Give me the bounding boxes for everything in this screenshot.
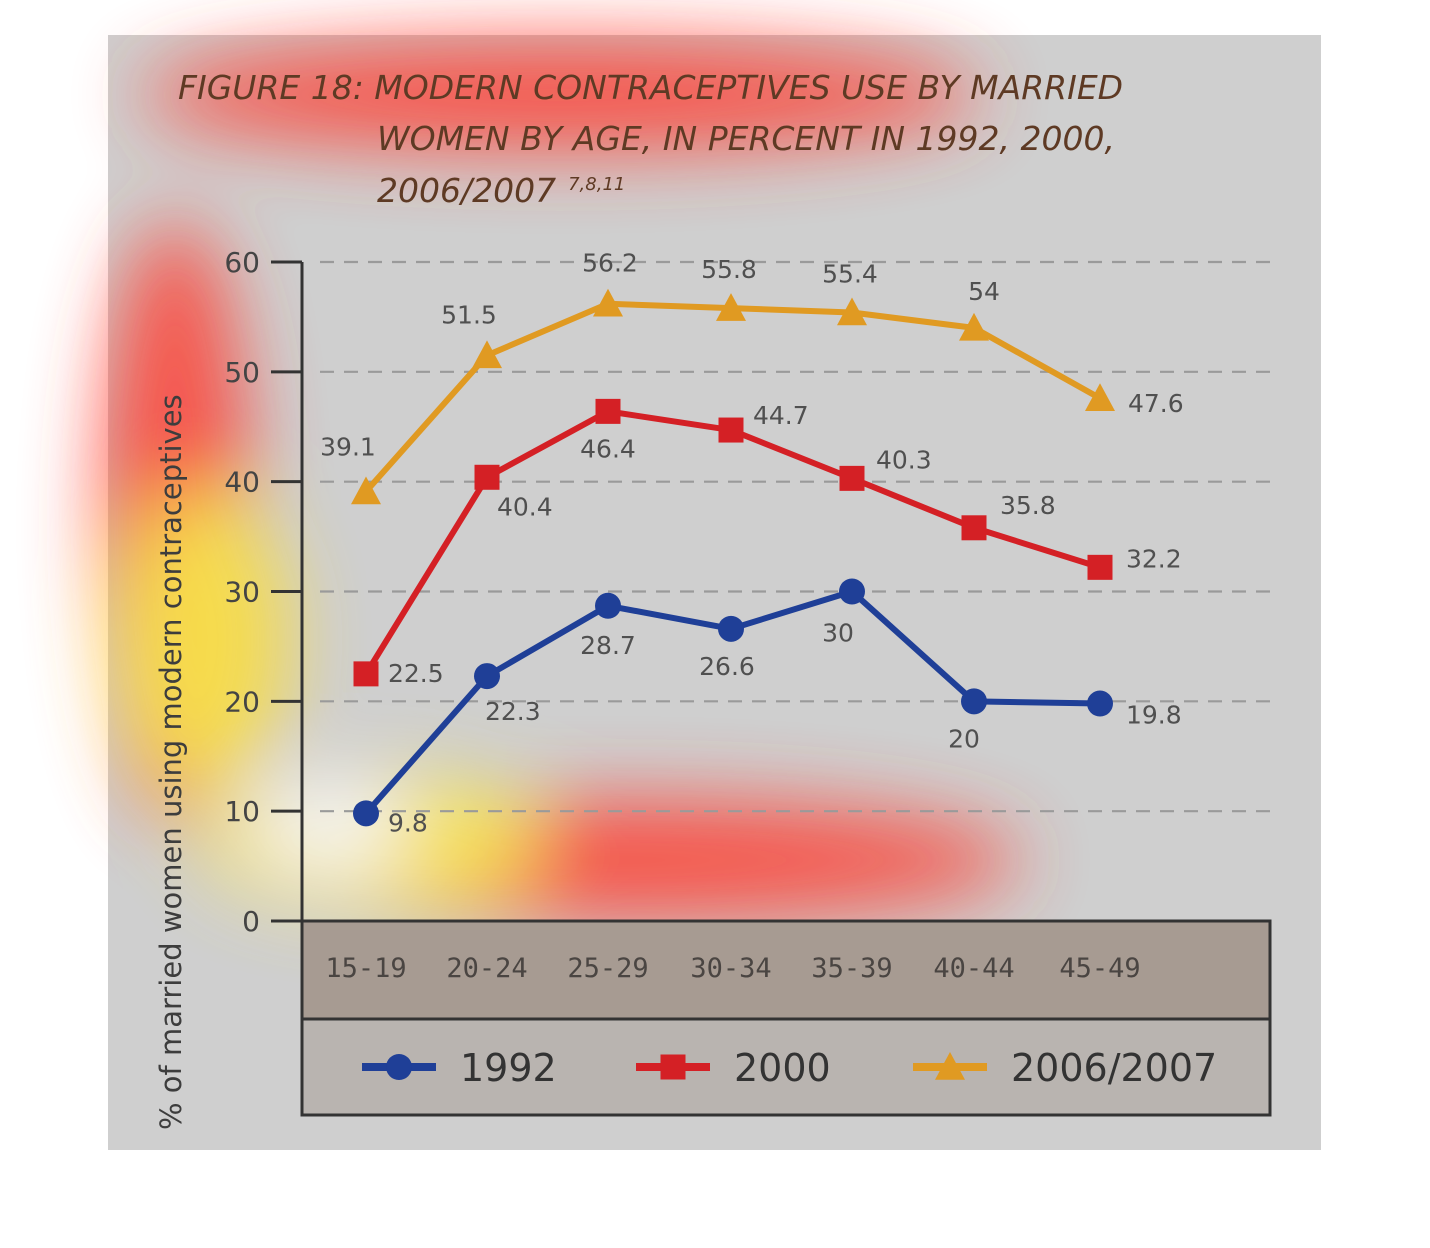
y-tick-label-50: 50 [224,356,260,389]
chart-title-superscript: 7,8,11 [568,174,625,195]
data-label-1992-40-44: 20 [948,724,980,753]
data-point-2000-40-44 [961,515,987,541]
legend: 1992 2000 2006/2007 [300,1017,1272,1117]
chart-title: FIGURE 18: MODERN CONTRACEPTIVES USE BY … [178,68,1123,210]
data-label-2006-2007-15-19: 39.1 [320,433,376,462]
x-tick-label-45-49: 45-49 [1059,953,1140,984]
y-tick-label-30: 30 [224,576,260,609]
data-point-2000-25-29 [595,398,621,424]
y-tick-label-60: 60 [224,246,260,279]
chart-title-line-1: FIGURE 18: MODERN CONTRACEPTIVES USE BY … [178,68,1123,107]
chart-title-line-2: WOMEN BY AGE, IN PERCENT IN 1992, 2000, [377,119,1115,158]
data-label-2006-2007-35-39: 55.4 [822,260,878,289]
data-point-1992-20-24 [474,663,500,690]
chart-title-line-3-text: 2006/2007 [377,171,556,210]
data-label-2006-2007-25-29: 56.2 [582,249,638,278]
data-point-1992-35-39 [839,578,865,605]
data-label-1992-25-29: 28.7 [580,631,636,660]
data-point-2000-30-34 [718,417,744,443]
data-series: 9.8 22.3 28.7 26.6 30 20 19.8 22.5 40.4 46.4 44.7 4… [320,249,1184,838]
x-tick-label-40-44: 40-44 [933,953,1014,984]
y-tick-label-20: 20 [224,685,260,718]
data-point-2006-2007-20-24 [472,340,502,369]
data-point-1992-45-49 [1087,690,1113,717]
x-tick-label-35-39: 35-39 [811,953,892,984]
y-tick-label-40: 40 [224,466,260,499]
data-label-2006-2007-20-24: 51.5 [441,300,497,329]
y-axis-label: % of married women using modern contrace… [154,394,188,1130]
legend-marker-2000 [660,1054,686,1080]
data-label-1992-45-49: 19.8 [1126,701,1182,730]
data-point-1992-15-19 [353,800,379,827]
data-label-2000-35-39: 40.3 [876,445,932,474]
y-axis: 0 10 20 30 40 50 60 [224,246,304,938]
data-point-2000-45-49 [1087,554,1113,580]
data-point-2000-20-24 [474,464,500,490]
data-label-2000-40-44: 35.8 [1000,491,1056,520]
data-label-2006-2007-40-44: 54 [968,277,1000,306]
series-2000: 22.5 40.4 46.4 44.7 40.3 35.8 32.2 [353,398,1182,688]
series-2006-2007: 39.1 51.5 56.2 55.8 55.4 54 47.6 [320,249,1184,505]
data-label-1992-35-39: 30 [822,619,854,648]
data-label-1992-30-34: 26.6 [699,652,755,681]
data-label-2000-20-24: 40.4 [497,492,553,521]
data-point-2006-2007-35-39 [837,297,867,326]
data-point-1992-40-44 [961,688,987,715]
data-label-1992-20-24: 22.3 [485,697,541,726]
x-tick-label-20-24: 20-24 [446,953,527,984]
legend-marker-1992 [386,1054,412,1080]
legend-box [300,1017,1272,1117]
y-tick-label-0: 0 [242,905,260,938]
data-label-2000-30-34: 44.7 [753,401,809,430]
data-label-2000-45-49: 32.2 [1126,544,1182,573]
x-axis-band [300,919,1272,1021]
x-axis-tick-labels: 15-19 20-24 25-29 30-34 35-39 40-44 45-49 [325,953,1140,984]
chart-title-line-3: 2006/2007 7,8,11 [377,171,625,210]
legend-label-2000: 2000 [734,1046,831,1090]
data-point-2000-15-19 [353,661,379,687]
data-point-2006-2007-25-29 [593,288,623,317]
y-tick-label-10: 10 [224,795,260,828]
x-tick-label-25-29: 25-29 [567,953,648,984]
legend-label-2006-2007: 2006/2007 [1011,1046,1217,1090]
legend-label-1992: 1992 [460,1046,557,1090]
legend-marker-2006-2007 [935,1052,965,1080]
gridlines [320,260,1272,813]
data-point-2000-35-39 [839,465,865,491]
x-tick-label-15-19: 15-19 [325,953,406,984]
data-point-2006-2007-30-34 [716,293,746,321]
data-label-2006-2007-30-34: 55.8 [701,255,757,284]
x-tick-label-30-34: 30-34 [690,953,771,984]
data-label-1992-15-19: 9.8 [388,808,428,837]
attention-heatmap-overlay [100,40,1020,920]
data-point-2006-2007-15-19 [351,476,381,505]
data-point-2006-2007-40-44 [959,312,989,341]
data-point-2006-2007-45-49 [1085,383,1115,411]
series-1992: 9.8 22.3 28.7 26.6 30 20 19.8 [353,578,1182,837]
data-label-2000-15-19: 22.5 [388,659,444,688]
data-point-1992-30-34 [718,615,744,642]
legend-items: 1992 2000 2006/2007 [362,1046,1217,1090]
data-label-2006-2007-45-49: 47.6 [1128,389,1184,418]
data-point-1992-25-29 [595,592,621,619]
data-label-2000-25-29: 46.4 [580,434,636,463]
